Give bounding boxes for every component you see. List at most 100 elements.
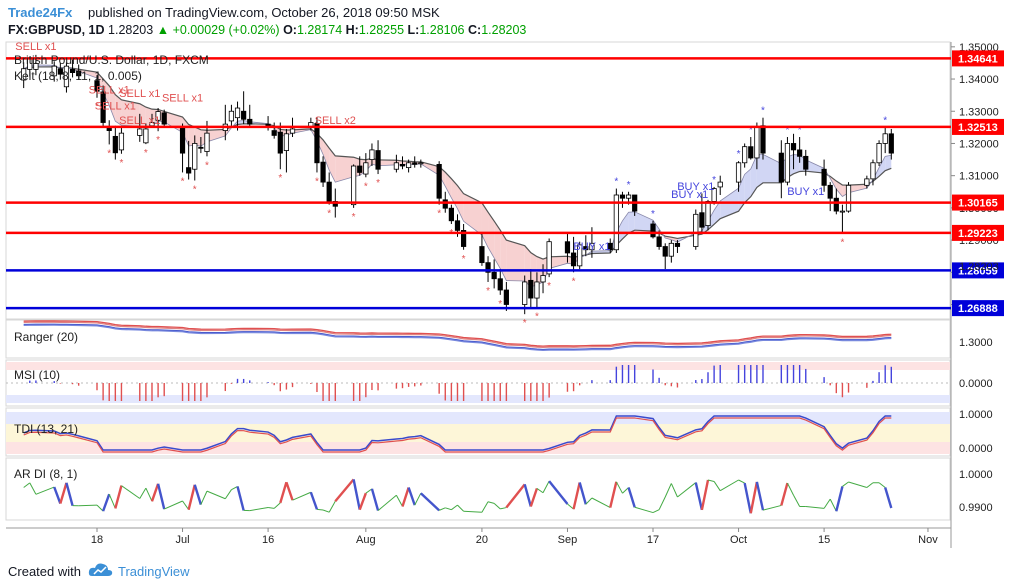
ardi-segment <box>285 481 294 501</box>
ardi-segment <box>59 482 68 504</box>
x-tick-label: 20 <box>476 534 488 546</box>
candle <box>564 241 571 254</box>
sell-marker: * <box>535 312 539 323</box>
ardi-segment <box>627 487 636 508</box>
sell-marker: * <box>315 176 319 187</box>
ardi-segment <box>352 479 361 510</box>
sell-signal-label: SELL x1 <box>119 88 160 100</box>
sell-marker: * <box>327 209 331 220</box>
trend-ribbon <box>335 155 354 183</box>
candle <box>351 165 357 206</box>
ardi-segment <box>823 498 831 509</box>
candle <box>583 246 589 251</box>
candle <box>491 271 497 280</box>
price-panel <box>5 41 951 320</box>
sell-marker: * <box>437 209 441 220</box>
candle <box>314 123 320 164</box>
ardi-segment <box>585 497 593 505</box>
ardi-segment <box>463 510 482 513</box>
ardi-segment <box>700 479 710 511</box>
candle <box>540 275 546 283</box>
candle <box>289 128 296 134</box>
ardi-segment <box>842 481 849 487</box>
ardi-segment <box>451 504 458 511</box>
level-tag <box>952 224 1004 241</box>
ardi-segment <box>829 498 837 512</box>
cloud-logo-icon[interactable] <box>88 561 114 579</box>
level-label: 1.29223 <box>958 228 998 240</box>
ardi-segment <box>96 504 104 512</box>
candle <box>186 167 192 174</box>
ardi-segment <box>670 483 678 498</box>
trend-ribbon <box>714 200 721 225</box>
ardi-segment <box>786 482 794 496</box>
y-tick-label: 1.31000 <box>959 171 999 183</box>
symbol-label[interactable]: FX:GBPUSD, 1D <box>8 23 105 37</box>
candle <box>656 236 662 247</box>
ardi-segment <box>707 479 715 482</box>
candle <box>271 130 277 136</box>
trend-ribbon <box>848 184 867 193</box>
current-price-label: 1.28203 <box>959 261 999 273</box>
sell-marker: * <box>119 158 123 169</box>
candle <box>357 165 363 173</box>
candle <box>717 181 723 188</box>
ardi-y-tick-top: 1.0000 <box>959 469 993 481</box>
ranger-line <box>23 323 892 351</box>
candle <box>21 68 27 81</box>
candle <box>137 128 143 136</box>
ardi-segment <box>487 501 495 504</box>
trend-ribbon <box>139 103 146 128</box>
trend-ribbon <box>78 69 97 79</box>
sell-signal-label: SELL x1 <box>15 41 56 53</box>
candle <box>876 143 882 164</box>
sell-marker: * <box>376 178 380 189</box>
publisher-brand[interactable]: Trade24Fx <box>8 5 73 20</box>
ardi-segment <box>445 507 452 511</box>
candle <box>479 246 485 264</box>
sell-marker: * <box>498 299 502 310</box>
trend-ribbon <box>488 212 495 258</box>
ardi-segment <box>762 504 782 511</box>
candle <box>69 68 76 73</box>
ardi-segment <box>377 494 397 511</box>
buy-signal-label: BUY x1 <box>671 189 708 201</box>
ardi-segment <box>150 483 160 502</box>
candle <box>528 279 534 299</box>
msi-lower-band <box>6 395 950 403</box>
candle <box>234 107 241 119</box>
ardi-segment <box>664 483 672 498</box>
sell-marker: * <box>156 135 160 146</box>
sell-marker: * <box>193 185 197 196</box>
ardi-segment <box>121 485 141 499</box>
x-tick-label: Jul <box>176 534 190 546</box>
candle <box>320 161 326 183</box>
candle <box>833 197 839 212</box>
quote-line: FX:GBPUSD, 1D 1.28203 ▲ +0.00029 (+0.02%… <box>8 23 526 37</box>
sell-marker: * <box>144 148 148 159</box>
trend-ribbon <box>378 159 397 166</box>
candle <box>821 168 827 186</box>
ardi-segment <box>755 481 765 511</box>
sell-signal-label: SELL x2 <box>315 115 356 127</box>
x-tick-label: Aug <box>356 534 376 546</box>
candle <box>839 210 846 213</box>
tradingview-logo-text[interactable]: TradingView <box>118 564 190 579</box>
buy-signal-label: BUY x1 <box>787 186 824 198</box>
candle <box>247 118 253 125</box>
trend-ribbon <box>805 159 825 174</box>
ardi-segment <box>401 487 410 507</box>
ardi-segment <box>609 481 618 508</box>
ardi-segment <box>414 492 422 506</box>
ranger-y-tick: 1.3000 <box>959 337 993 349</box>
candle <box>283 133 290 151</box>
tdi-middle-band <box>6 424 950 442</box>
candle <box>882 133 888 144</box>
candle <box>589 242 595 251</box>
ardi-segment <box>206 490 226 500</box>
buy-marker: * <box>627 180 631 191</box>
ardi-segment <box>780 482 789 506</box>
trend-ribbon <box>103 78 110 106</box>
tdi-panel-title: TDI (13, 21) <box>14 422 78 436</box>
